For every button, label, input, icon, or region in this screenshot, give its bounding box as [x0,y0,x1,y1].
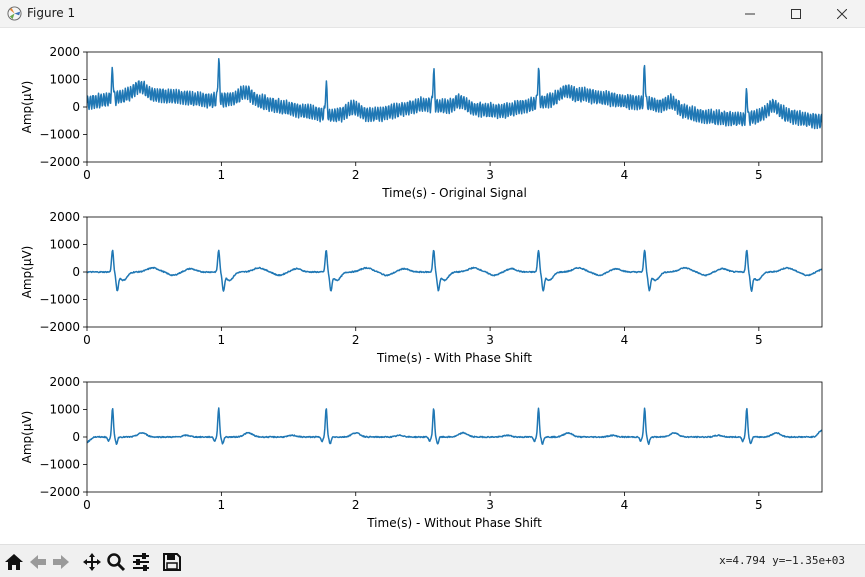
x-axis-label: Time(s) - With Phase Shift [376,351,532,365]
y-tick-label: −2000 [39,320,80,334]
title-bar: Figure 1 [0,0,865,28]
maximize-icon [791,8,801,19]
y-axis-label: Amp(μV) [20,411,34,464]
close-button[interactable] [819,0,865,27]
cursor-coordinates: x=4.794 y=−1.35e+03 [719,554,845,567]
y-tick-label: −1000 [39,128,80,142]
signal-line [87,249,822,293]
home-button[interactable] [3,551,25,573]
y-tick-label: 0 [72,100,80,114]
subplot-3: 0 1 2 3 4 5 −2000 −1000 0 1000 2000 Time(s) - Witho… [20,375,823,530]
y-tick-label: 2000 [49,45,80,59]
forward-button[interactable] [50,551,72,573]
minimize-button[interactable] [727,0,773,27]
figure-canvas[interactable]: 0 1 2 3 4 5 −2000 −1000 0 1000 2000 Time(s) - Origi… [0,28,865,544]
x-tick-label: 2 [352,498,360,512]
x-tick-label: 3 [486,168,494,182]
forward-icon [53,555,69,569]
save-icon [163,553,181,571]
x-tick-label: 0 [83,333,91,347]
x-tick-label: 5 [755,498,763,512]
configure-subplots-icon [133,553,149,571]
x-tick-label: 0 [83,168,91,182]
window-title: Figure 1 [27,6,76,20]
pan-icon [83,553,101,571]
minimize-icon [745,13,755,14]
x-tick-label: 4 [621,168,629,182]
signal-line [87,407,822,446]
x-tick-label: 0 [83,498,91,512]
y-tick-label: −1000 [39,458,80,472]
close-icon [837,8,847,19]
x-tick-label: 2 [352,333,360,347]
navigation-toolbar: x=4.794 y=−1.35e+03 [0,544,865,577]
x-axis-label: Time(s) - Without Phase Shift [366,516,542,530]
pan-button[interactable] [81,551,103,573]
x-tick-label: 1 [218,333,226,347]
zoom-button[interactable] [105,551,127,573]
signal-line [87,58,822,130]
save-button[interactable] [161,551,183,573]
x-tick-label: 5 [755,333,763,347]
maximize-button[interactable] [773,0,819,27]
y-tick-label: 1000 [49,238,80,252]
y-tick-label: 0 [72,265,80,279]
y-tick-label: 1000 [49,403,80,417]
matplotlib-logo-icon [7,6,22,21]
y-tick-label: −1000 [39,293,80,307]
y-axis-label: Amp(μV) [20,81,34,134]
home-icon [5,554,23,570]
y-axis-label: Amp(μV) [20,246,34,299]
y-tick-label: 1000 [49,73,80,87]
configure-subplots-button[interactable] [130,551,152,573]
zoom-icon [107,553,126,572]
x-tick-label: 3 [486,498,494,512]
x-tick-label: 5 [755,168,763,182]
x-axis-label: Time(s) - Original Signal [381,186,527,200]
y-tick-label: 2000 [49,375,80,389]
y-tick-label: −2000 [39,155,80,169]
y-tick-label: −2000 [39,485,80,499]
back-button[interactable] [27,551,49,573]
x-tick-label: 4 [621,333,629,347]
y-tick-label: 0 [72,430,80,444]
x-tick-label: 1 [218,498,226,512]
x-tick-label: 2 [352,168,360,182]
x-tick-label: 1 [218,168,226,182]
x-tick-label: 4 [621,498,629,512]
x-tick-label: 3 [486,333,494,347]
subplot-1: 0 1 2 3 4 5 −2000 −1000 0 1000 2000 Time(s) - Origi… [20,45,823,200]
back-icon [30,555,46,569]
subplot-2: 0 1 2 3 4 5 −2000 −1000 0 1000 2000 Time(s) - With … [20,210,823,365]
y-tick-label: 2000 [49,210,80,224]
